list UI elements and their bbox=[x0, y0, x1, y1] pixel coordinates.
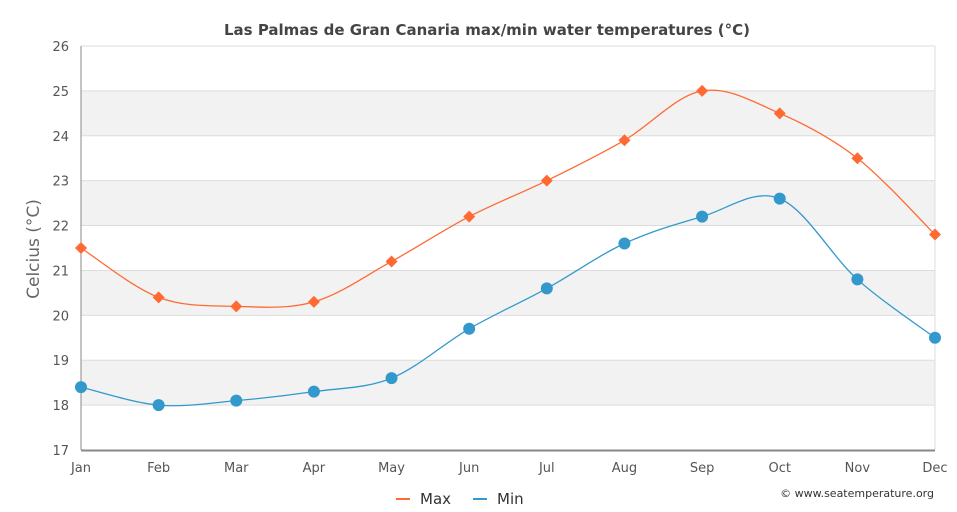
x-tick-label: Apr bbox=[303, 461, 326, 476]
x-tick-label: Mar bbox=[224, 461, 249, 476]
x-tick-label: Jun bbox=[458, 461, 479, 476]
x-tick-label: May bbox=[378, 461, 405, 476]
chart-title: Las Palmas de Gran Canaria max/min water… bbox=[224, 21, 750, 39]
data-point-max[interactable] bbox=[929, 228, 941, 241]
x-tick-label: Aug bbox=[612, 461, 637, 476]
y-axis-label: Celcius (°C) bbox=[24, 199, 44, 299]
y-tick-labels: 17 18 19 20 21 22 23 24 25 26 bbox=[52, 40, 69, 459]
plot-band bbox=[81, 360, 935, 406]
x-tick-label: Jan bbox=[70, 461, 91, 476]
data-point-max[interactable] bbox=[696, 84, 709, 97]
data-point-min[interactable] bbox=[307, 385, 320, 398]
x-tick-label: Sep bbox=[690, 461, 715, 476]
x-tick-label: Jul bbox=[538, 461, 555, 476]
x-tick-label: Dec bbox=[922, 461, 947, 476]
data-point-max[interactable] bbox=[307, 295, 320, 308]
chart-legend: Max Min bbox=[396, 490, 524, 508]
grid-lines bbox=[81, 45, 936, 450]
x-tick-label: Nov bbox=[845, 461, 871, 476]
credit-text: © www.seatemperature.org bbox=[780, 487, 934, 500]
data-point-min[interactable] bbox=[540, 282, 553, 295]
data-point-min[interactable] bbox=[152, 399, 165, 412]
data-point-max[interactable] bbox=[75, 242, 87, 254]
data-point-max[interactable] bbox=[152, 291, 165, 304]
series-lines bbox=[80, 89, 936, 407]
y-tick-label: 21 bbox=[52, 264, 69, 279]
data-point-min[interactable] bbox=[385, 372, 398, 385]
y-tick-label: 19 bbox=[52, 354, 69, 369]
x-tick-label: Feb bbox=[147, 461, 170, 476]
data-point-min[interactable] bbox=[618, 237, 631, 250]
x-tick-label: Oct bbox=[768, 461, 790, 476]
legend-label: Max bbox=[420, 490, 451, 508]
data-point-min[interactable] bbox=[75, 381, 87, 394]
data-point-max[interactable] bbox=[230, 300, 243, 313]
data-point-max[interactable] bbox=[851, 152, 864, 165]
x-tick-labels: Jan Feb Mar Apr May Jun Jul Aug Sep Oct Nov Dec bbox=[70, 461, 948, 476]
data-point-min[interactable] bbox=[463, 322, 476, 335]
data-point-min[interactable] bbox=[773, 192, 786, 205]
legend-label: Min bbox=[497, 490, 524, 508]
data-point-max[interactable] bbox=[773, 107, 786, 120]
series-markers bbox=[75, 84, 941, 412]
data-point-min[interactable] bbox=[696, 210, 709, 223]
data-point-min[interactable] bbox=[851, 273, 864, 286]
y-tick-label: 24 bbox=[52, 130, 69, 145]
y-tick-label: 18 bbox=[52, 399, 69, 414]
legend-item-min[interactable]: Min bbox=[473, 490, 524, 508]
legend-item-max[interactable]: Max bbox=[396, 490, 451, 508]
y-tick-label: 26 bbox=[52, 40, 69, 55]
data-point-min[interactable] bbox=[230, 394, 243, 407]
y-tick-label: 17 bbox=[52, 444, 69, 459]
y-tick-label: 20 bbox=[52, 309, 69, 324]
data-point-max[interactable] bbox=[463, 210, 476, 223]
data-point-max[interactable] bbox=[385, 255, 398, 268]
plot-bands bbox=[81, 90, 935, 406]
data-point-min[interactable] bbox=[929, 331, 941, 344]
plot-band bbox=[81, 90, 935, 136]
data-point-max[interactable] bbox=[540, 174, 553, 187]
y-tick-label: 22 bbox=[52, 220, 69, 235]
y-tick-label: 25 bbox=[52, 85, 69, 100]
y-tick-label: 23 bbox=[52, 175, 69, 190]
data-point-max[interactable] bbox=[618, 134, 631, 147]
plot-band bbox=[81, 180, 935, 226]
